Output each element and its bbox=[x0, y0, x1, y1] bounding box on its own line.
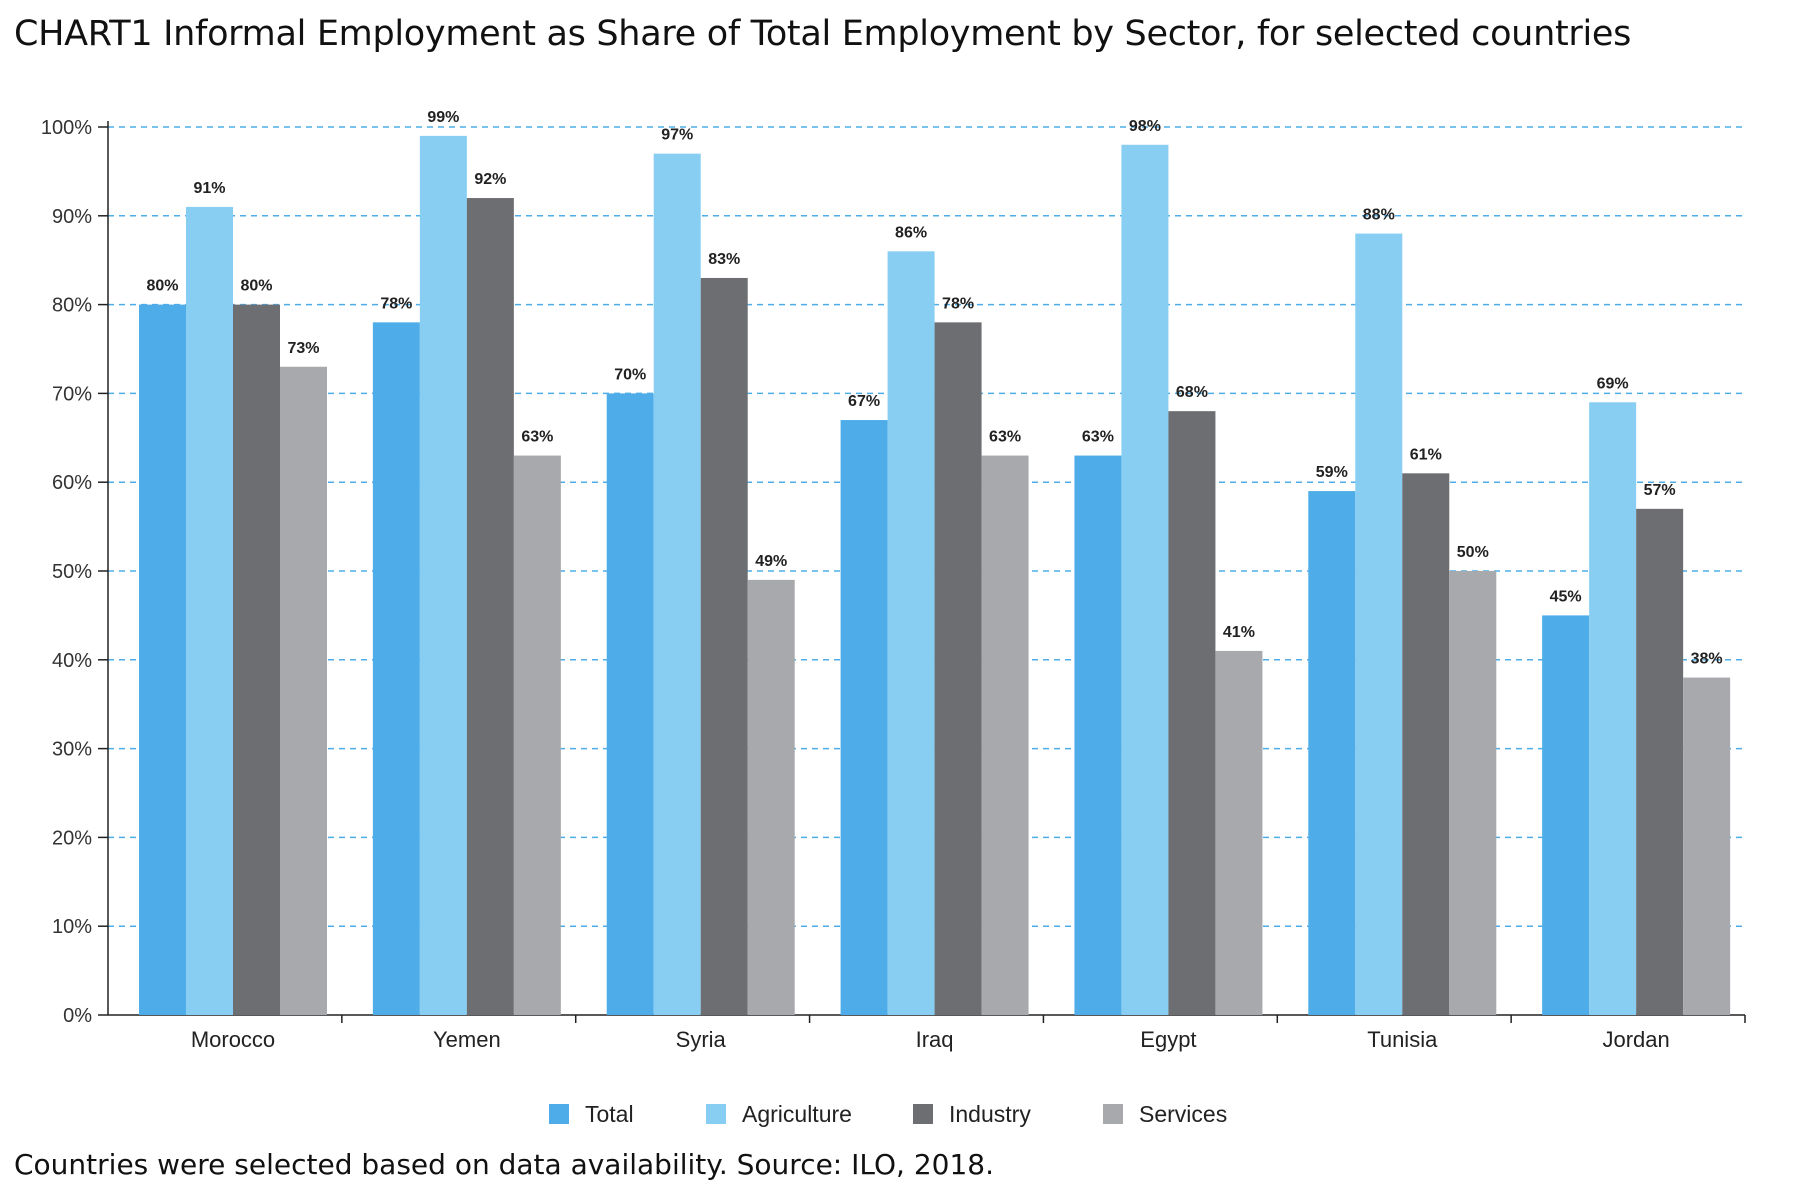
data-label: 78% bbox=[942, 295, 974, 312]
legend-swatch-industry bbox=[913, 1104, 933, 1124]
data-label: 88% bbox=[1363, 207, 1395, 224]
bar-iraq-industry bbox=[934, 322, 982, 1015]
data-label: 99% bbox=[427, 109, 459, 126]
y-tick-label: 40% bbox=[52, 650, 92, 672]
bar-morocco-total bbox=[139, 304, 186, 1016]
data-label: 70% bbox=[614, 366, 646, 383]
x-category-label: Egypt bbox=[1140, 1027, 1196, 1052]
bar-iraq-agriculture bbox=[887, 251, 935, 1015]
legend-label-industry: Industry bbox=[949, 1101, 1031, 1127]
bar-syria-agriculture bbox=[653, 153, 701, 1015]
legend-label-services: Services bbox=[1139, 1101, 1227, 1127]
bar-tunisia-industry bbox=[1402, 473, 1450, 1015]
data-label: 80% bbox=[146, 278, 178, 295]
bar-egypt-services bbox=[1215, 650, 1263, 1015]
bar-syria-total bbox=[606, 393, 654, 1015]
bar-morocco-services bbox=[280, 366, 327, 1015]
bar-jordan-industry bbox=[1636, 508, 1684, 1015]
x-category-label: Jordan bbox=[1603, 1027, 1670, 1052]
bar-jordan-services bbox=[1683, 677, 1731, 1015]
data-label: 45% bbox=[1550, 588, 1582, 605]
data-labels: 80% 91% 80% 73% 78% 99% 92% 63% 70% 97% 83% 49% 67% 8… bbox=[146, 109, 1722, 668]
y-tick-label: 80% bbox=[52, 295, 92, 317]
legend-swatch-agriculture bbox=[706, 1104, 726, 1124]
bar-syria-industry bbox=[700, 277, 748, 1016]
bar-yemen-industry bbox=[466, 198, 514, 1016]
data-label: 98% bbox=[1129, 118, 1161, 135]
data-label: 61% bbox=[1410, 446, 1442, 463]
data-label: 67% bbox=[848, 393, 880, 410]
data-label: 63% bbox=[989, 429, 1021, 446]
data-label: 83% bbox=[708, 251, 740, 268]
bar-morocco-agriculture bbox=[186, 206, 233, 1016]
y-tick-label: 70% bbox=[52, 383, 92, 405]
legend: Total Agriculture Industry Services bbox=[549, 1101, 1227, 1127]
bar-yemen-total bbox=[372, 322, 420, 1015]
data-label: 49% bbox=[755, 553, 787, 570]
y-tick-label: 100% bbox=[41, 117, 92, 139]
y-tick-label: 0% bbox=[63, 1005, 92, 1027]
y-tick-label: 20% bbox=[52, 827, 92, 849]
x-category-label: Morocco bbox=[191, 1027, 275, 1052]
bar-iraq-services bbox=[981, 455, 1029, 1015]
bar-tunisia-services bbox=[1449, 571, 1497, 1015]
bar-jordan-total bbox=[1542, 615, 1590, 1015]
y-tick-label: 90% bbox=[52, 206, 92, 228]
bar-egypt-agriculture bbox=[1121, 144, 1169, 1015]
bar-tunisia-agriculture bbox=[1355, 233, 1403, 1015]
bars bbox=[139, 135, 1731, 1016]
data-label: 50% bbox=[1457, 544, 1489, 561]
data-label: 59% bbox=[1316, 464, 1348, 481]
data-label: 69% bbox=[1597, 375, 1629, 392]
bar-iraq-total bbox=[840, 420, 888, 1015]
data-label: 97% bbox=[661, 127, 693, 144]
data-label: 73% bbox=[287, 340, 319, 357]
legend-swatch-services bbox=[1103, 1104, 1123, 1124]
y-tick-label: 60% bbox=[52, 472, 92, 494]
y-tick-label: 30% bbox=[52, 739, 92, 761]
legend-swatch-total bbox=[549, 1104, 569, 1124]
data-label: 41% bbox=[1223, 624, 1255, 641]
data-label: 57% bbox=[1644, 482, 1676, 499]
bar-tunisia-total bbox=[1308, 491, 1356, 1016]
data-label: 63% bbox=[521, 429, 553, 446]
data-label: 91% bbox=[193, 180, 225, 197]
legend-label-total: Total bbox=[585, 1101, 634, 1127]
data-label: 80% bbox=[240, 278, 272, 295]
chart-title: CHART1 Informal Employment as Share of T… bbox=[14, 14, 1632, 54]
bar-egypt-total bbox=[1074, 455, 1122, 1015]
x-category-label: Yemen bbox=[433, 1027, 501, 1052]
bar-yemen-agriculture bbox=[419, 135, 467, 1015]
bar-yemen-services bbox=[513, 455, 561, 1015]
data-label: 38% bbox=[1691, 651, 1723, 668]
bar-egypt-industry bbox=[1168, 411, 1216, 1015]
y-tick-label: 50% bbox=[52, 561, 92, 583]
bar-morocco-industry bbox=[233, 304, 280, 1016]
legend-label-agriculture: Agriculture bbox=[742, 1101, 852, 1127]
data-label: 78% bbox=[380, 295, 412, 312]
bar-jordan-agriculture bbox=[1589, 402, 1637, 1015]
data-label: 63% bbox=[1082, 429, 1114, 446]
data-label: 92% bbox=[474, 171, 506, 188]
bar-syria-services bbox=[747, 579, 795, 1015]
x-category-label: Syria bbox=[676, 1027, 727, 1052]
source-note: Countries were selected based on data av… bbox=[14, 1148, 994, 1181]
data-label: 68% bbox=[1176, 384, 1208, 401]
y-tick-label: 10% bbox=[52, 916, 92, 938]
x-category-label: Iraq bbox=[916, 1027, 954, 1052]
x-category-label: Tunisia bbox=[1367, 1027, 1438, 1052]
data-label: 86% bbox=[895, 224, 927, 241]
